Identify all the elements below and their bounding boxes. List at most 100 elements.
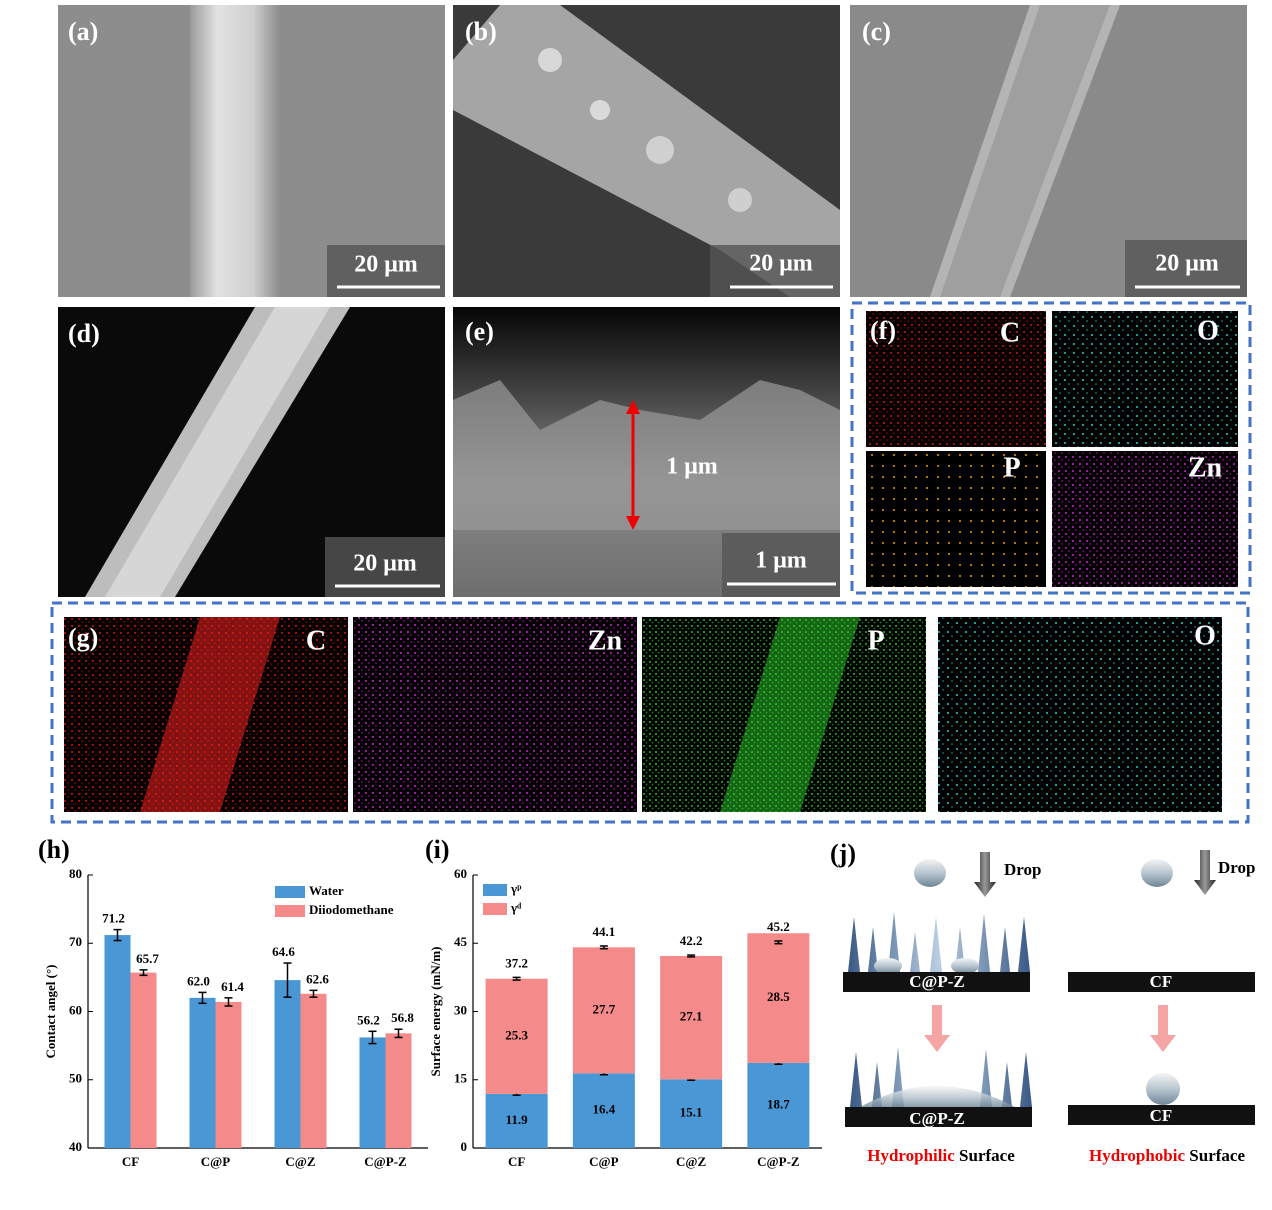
total-label: 44.1 <box>593 924 616 939</box>
droplet <box>1141 859 1173 887</box>
scale-box <box>722 533 840 597</box>
micrograph-b: 20 μm (b) <box>453 5 840 297</box>
fiber-texture <box>940 5 1110 297</box>
scale-label: 1 μm <box>755 548 807 574</box>
substrate <box>1068 972 1255 992</box>
droplet <box>951 958 979 974</box>
legend-swatch <box>275 886 305 898</box>
dashed-frame <box>850 301 1252 595</box>
wetting-diagram: (j) Drop Drop C@P-Z C@P-Z CF CF Hydrophi… <box>830 839 1255 1165</box>
segment-label: 16.4 <box>593 1102 616 1117</box>
bar-segment <box>660 1079 723 1148</box>
bar-segment <box>660 955 723 1080</box>
scale-label: 20 μm <box>354 252 418 278</box>
panel-label: (j) <box>830 839 856 868</box>
y-tick-label: 80 <box>69 866 82 881</box>
segment-label: 27.7 <box>593 1001 616 1016</box>
dashed-frame <box>50 601 1250 824</box>
total-label: 45.2 <box>767 919 790 934</box>
map <box>1052 311 1238 447</box>
map <box>938 617 1222 812</box>
drop-arrow <box>1194 850 1216 895</box>
substrate-label: CF <box>1150 972 1173 991</box>
nanosheets <box>850 1047 1032 1107</box>
value-label: 56.2 <box>357 1012 380 1027</box>
substrate-label: CF <box>1150 1106 1173 1125</box>
micrograph-e: 1 μm 1 μm (e) <box>453 307 840 597</box>
micrograph-a: 20 μm (a) <box>58 5 445 297</box>
element-label: P <box>867 625 884 656</box>
bar-segment <box>572 947 635 1074</box>
panel-label: (e) <box>465 317 494 346</box>
map <box>1052 451 1238 587</box>
bead <box>646 136 674 164</box>
legend-label: γᵈ <box>510 900 522 915</box>
total-label: 37.2 <box>505 955 528 970</box>
bead <box>590 100 610 120</box>
scale-label: 20 μm <box>353 551 417 577</box>
x-tick-label: C@Z <box>676 1154 706 1169</box>
bead <box>728 188 752 212</box>
y-tick-label: 60 <box>69 1002 82 1017</box>
y-tick-label: 15 <box>454 1071 468 1086</box>
spread-droplet <box>860 1086 1015 1107</box>
legend-label: Diiodomethane <box>309 902 394 917</box>
y-axis-label: Surface energy (mN/m) <box>428 947 443 1077</box>
micrograph-d: 20 μm (d) <box>58 307 445 597</box>
droplet <box>914 859 946 887</box>
panel-label: (b) <box>465 17 497 46</box>
bar <box>300 993 327 1148</box>
bar <box>385 1033 412 1148</box>
map <box>353 617 637 812</box>
bar-segment <box>485 978 548 1094</box>
substrate <box>843 972 1030 992</box>
panel-label: (g) <box>68 623 98 652</box>
fiber-signal <box>720 617 860 812</box>
drop-arrow <box>974 852 996 897</box>
element-label: Zn <box>588 625 623 656</box>
segment-label: 18.7 <box>767 1096 790 1111</box>
height-label: 1 μm <box>666 454 718 480</box>
element-label: O <box>1197 315 1219 346</box>
nanosheets <box>848 912 1030 972</box>
panel-label: (a) <box>68 17 98 46</box>
caption-word: Surface <box>959 1146 1015 1165</box>
bar <box>130 972 157 1148</box>
eds-g: (g) C Zn P O <box>50 601 1250 824</box>
value-label: 71.2 <box>102 911 125 926</box>
element-label: C <box>306 625 326 656</box>
x-tick-label: C@P-Z <box>757 1154 800 1169</box>
bead <box>538 48 562 72</box>
panel-label: (f) <box>870 316 896 345</box>
map <box>642 617 926 812</box>
droplet <box>1146 1073 1180 1105</box>
fiber-highlight <box>105 307 330 597</box>
arrow-head <box>626 400 640 414</box>
bar-segment <box>747 1062 810 1148</box>
substrate-label: C@P-Z <box>909 1109 964 1128</box>
value-label: 64.6 <box>272 944 295 959</box>
map <box>866 311 1046 447</box>
scale-label: 20 μm <box>749 251 813 277</box>
y-tick-label: 70 <box>69 934 82 949</box>
segment-label: 27.1 <box>680 1009 703 1024</box>
value-label: 62.0 <box>187 973 210 988</box>
total-label: 42.2 <box>680 933 703 948</box>
segment-label: 11.9 <box>506 1112 529 1127</box>
caption-key: Hydrophobic <box>1089 1146 1186 1165</box>
element-label: O <box>1194 620 1216 651</box>
panel-label: (c) <box>862 17 891 46</box>
caption: Hydrophobic Surface <box>1089 1146 1245 1165</box>
x-tick-label: C@P <box>589 1154 618 1169</box>
bar <box>104 935 131 1148</box>
segment-label: 25.3 <box>505 1027 528 1042</box>
arrow <box>924 1005 950 1052</box>
micrograph-c: 20 μm (c) <box>850 5 1247 297</box>
legend-label: Water <box>309 883 344 898</box>
legend-swatch <box>483 884 507 896</box>
y-tick-label: 45 <box>454 934 468 949</box>
segment-label: 15.1 <box>680 1105 703 1120</box>
arrow <box>1150 1005 1176 1052</box>
value-label: 61.4 <box>221 979 244 994</box>
y-tick-label: 50 <box>69 1071 82 1086</box>
